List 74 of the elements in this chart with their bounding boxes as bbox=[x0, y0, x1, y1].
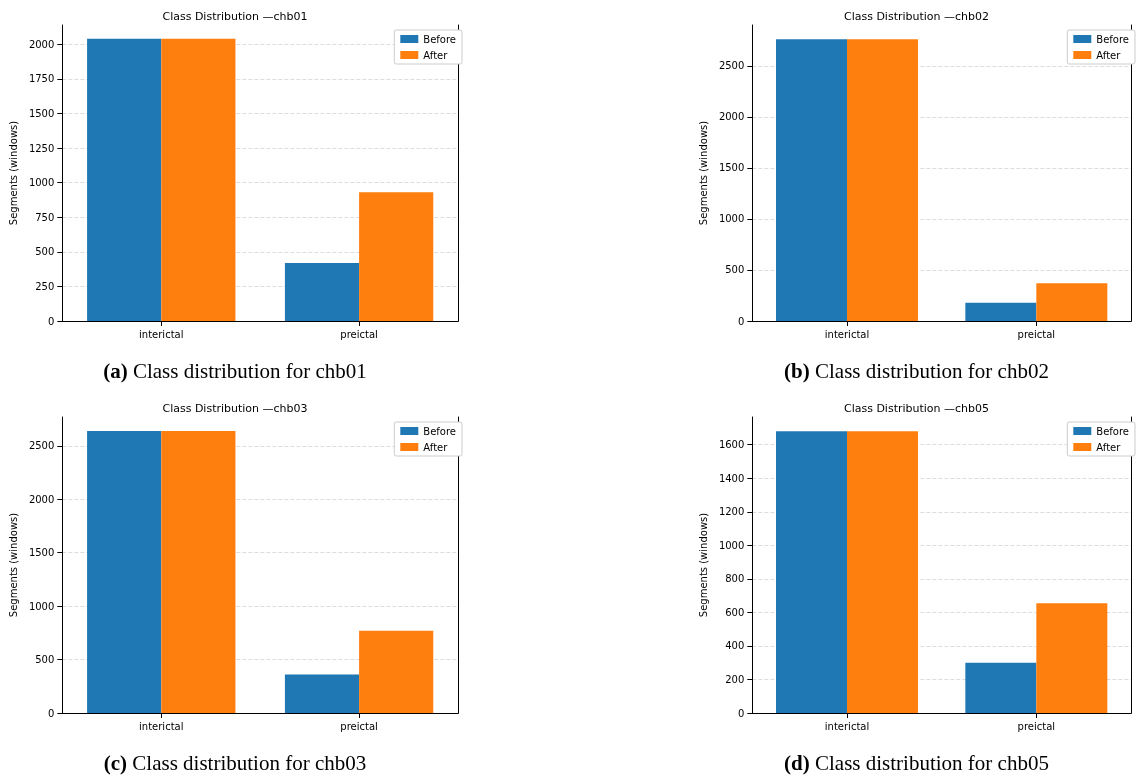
y-tick-label: 1000 bbox=[718, 539, 745, 551]
x-tick-label: interictal bbox=[139, 328, 184, 340]
y-tick-label: 1400 bbox=[718, 472, 745, 484]
bar bbox=[87, 430, 162, 713]
y-tick-label: 0 bbox=[47, 707, 55, 719]
y-tick-label: 1500 bbox=[28, 547, 55, 559]
y-tick-label: 500 bbox=[35, 654, 55, 666]
x-tick-label: preictal bbox=[1017, 720, 1056, 732]
text: (d) Class distribution for chb05 bbox=[784, 750, 1049, 775]
y-tick-label: 2500 bbox=[718, 60, 745, 72]
bar bbox=[161, 38, 236, 321]
x-tick-label: preictal bbox=[1017, 328, 1056, 340]
x-tick-label: preictal bbox=[340, 720, 378, 732]
legend-label: After bbox=[1096, 49, 1122, 61]
y-axis-title: Segments (windows) bbox=[7, 512, 19, 618]
x-tick-label: interictal bbox=[824, 720, 870, 732]
chart-title: Class Distribution —chb03 bbox=[162, 402, 308, 415]
bar bbox=[1036, 603, 1108, 713]
y-axis-title: Segments (windows) bbox=[697, 512, 709, 618]
y-tick-label: 1000 bbox=[28, 600, 55, 612]
legend-label: After bbox=[1096, 441, 1122, 453]
y-tick-label: 0 bbox=[737, 315, 745, 327]
y-tick-label: 0 bbox=[737, 707, 745, 719]
y-tick-label: 500 bbox=[35, 246, 55, 258]
y-tick-label: 2500 bbox=[28, 440, 55, 452]
legend-label: After bbox=[423, 49, 449, 61]
bar bbox=[776, 39, 848, 321]
legend-label: Before bbox=[1096, 33, 1130, 45]
y-tick-label: 1000 bbox=[28, 177, 55, 189]
y-tick-label: 1200 bbox=[718, 506, 745, 518]
y-tick-label: 1600 bbox=[718, 439, 745, 451]
y-tick-label: 0 bbox=[47, 315, 55, 327]
y-tick-label: 750 bbox=[35, 211, 55, 223]
chart-title: Class Distribution —chb01 bbox=[162, 10, 308, 23]
y-tick-label: 250 bbox=[35, 280, 55, 292]
y-tick-label: 500 bbox=[725, 264, 745, 276]
legend-label: Before bbox=[423, 425, 457, 437]
x-tick-label: preictal bbox=[340, 328, 378, 340]
y-tick-label: 1750 bbox=[28, 73, 55, 85]
y-tick-label: 2000 bbox=[28, 38, 55, 50]
y-tick-label: 2000 bbox=[28, 493, 55, 505]
y-tick-label: 800 bbox=[725, 573, 745, 585]
bar bbox=[847, 39, 919, 321]
chart-title: Class Distribution —chb02 bbox=[843, 10, 990, 23]
chart-title: Class Distribution —chb05 bbox=[843, 402, 990, 415]
text: (a) Class distribution for chb01 bbox=[103, 358, 367, 383]
y-tick-label: 1250 bbox=[28, 142, 55, 154]
y-tick-label: 2000 bbox=[718, 111, 745, 123]
x-tick-label: interictal bbox=[824, 328, 870, 340]
bar bbox=[965, 662, 1037, 713]
bar bbox=[847, 431, 919, 713]
x-tick-label: interictal bbox=[139, 720, 184, 732]
legend-label: Before bbox=[1096, 425, 1130, 437]
y-tick-label: 200 bbox=[725, 673, 745, 685]
bar bbox=[359, 192, 434, 321]
text: (b) Class distribution for chb02 bbox=[784, 358, 1049, 383]
bar bbox=[776, 431, 848, 713]
y-axis-title: Segments (windows) bbox=[7, 120, 19, 226]
bar bbox=[161, 430, 236, 713]
y-tick-label: 1500 bbox=[28, 108, 55, 120]
bar bbox=[359, 630, 434, 713]
legend-label: After bbox=[423, 441, 449, 453]
bar bbox=[284, 674, 360, 713]
legend-label: Before bbox=[423, 33, 457, 45]
y-axis-title: Segments (windows) bbox=[697, 120, 709, 226]
bar bbox=[965, 302, 1037, 321]
bar bbox=[1036, 283, 1108, 321]
y-tick-label: 600 bbox=[725, 606, 745, 618]
y-tick-label: 1500 bbox=[718, 162, 745, 174]
text: (c) Class distribution for chb03 bbox=[103, 750, 367, 775]
y-tick-label: 400 bbox=[725, 640, 745, 652]
bar bbox=[87, 38, 162, 321]
y-tick-label: 1000 bbox=[718, 213, 745, 225]
bar bbox=[284, 262, 360, 321]
